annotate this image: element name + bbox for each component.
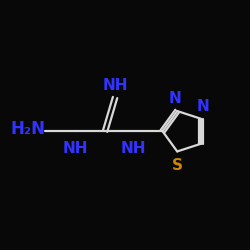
Text: N: N: [197, 99, 210, 114]
Text: NH: NH: [102, 78, 128, 92]
Text: NH: NH: [62, 141, 88, 156]
Text: H₂N: H₂N: [10, 120, 45, 138]
Text: NH: NH: [121, 141, 146, 156]
Text: S: S: [172, 158, 183, 173]
Text: N: N: [168, 91, 181, 106]
